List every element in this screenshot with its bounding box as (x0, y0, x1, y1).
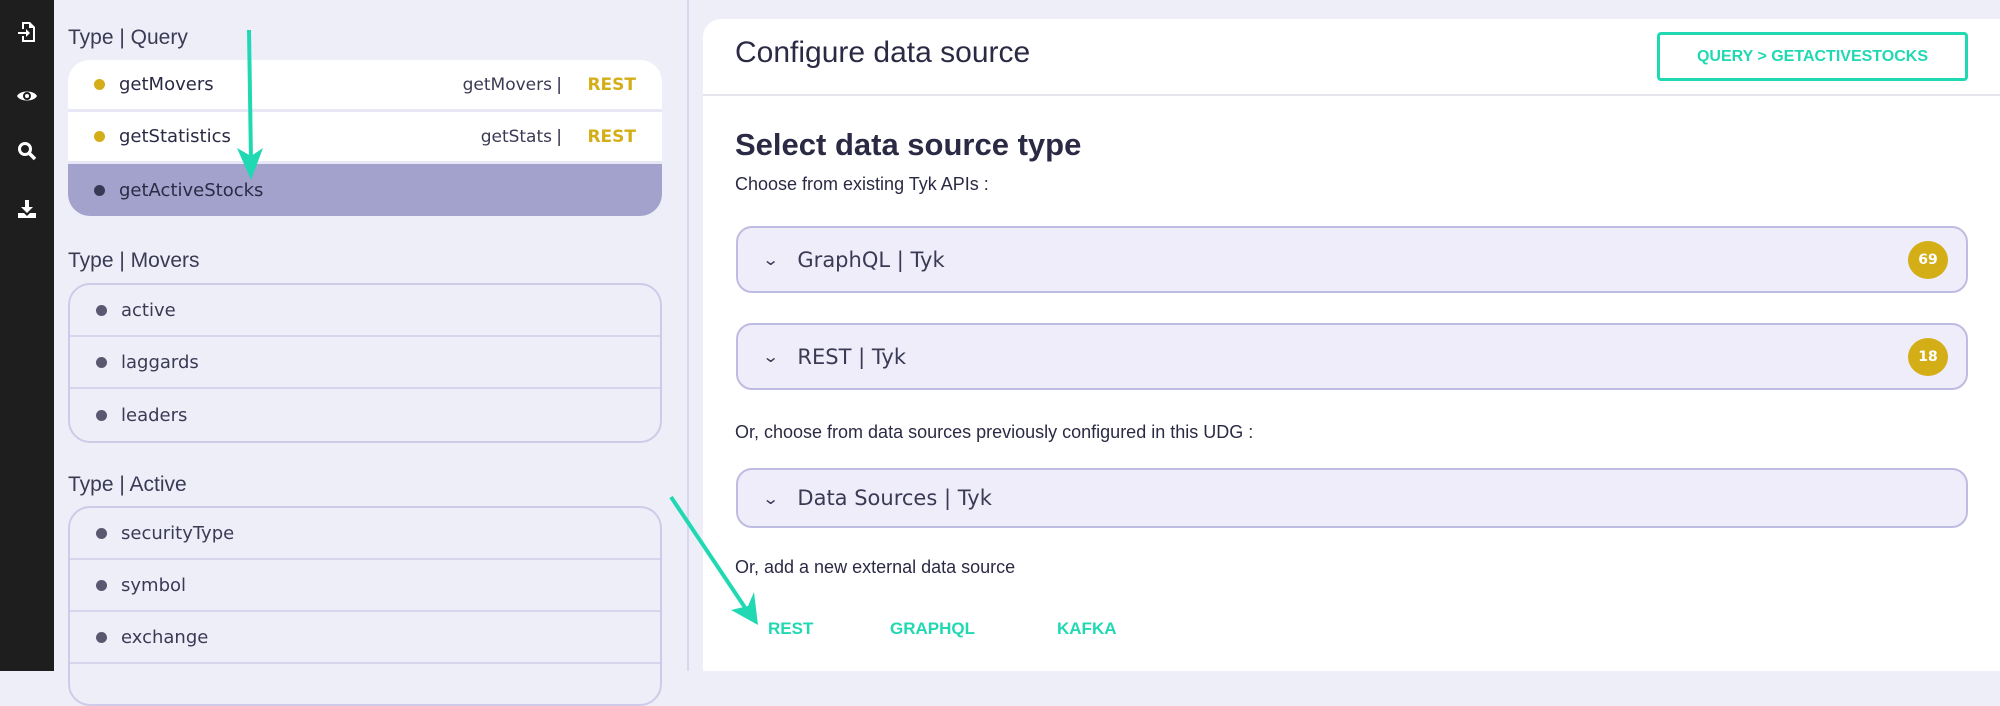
existing-apis-label: Choose from existing Tyk APIs : (735, 174, 989, 194)
datasource-type: REST (587, 126, 636, 147)
status-dot (96, 356, 107, 368)
add-rest-link[interactable]: REST (768, 619, 814, 638)
status-dot (96, 304, 107, 316)
query-field-list: getMovers getMovers | REST getStatistics get… (68, 60, 662, 216)
field-row[interactable]: securityType (70, 508, 660, 560)
breadcrumb-button[interactable]: QUERY > GETACTIVESTOCKS (1657, 32, 1968, 81)
field-row[interactable]: leaders (70, 389, 660, 441)
field-name: getMovers (119, 74, 214, 95)
status-dot (96, 409, 107, 421)
status-dot (96, 631, 107, 643)
icon-rail (0, 0, 54, 671)
field-name: exchange (121, 626, 209, 648)
movers-field-list: active laggards leaders (68, 283, 662, 443)
accordion-label: REST | Tyk (797, 344, 906, 369)
status-dot (96, 527, 107, 539)
import-icon[interactable] (15, 20, 39, 44)
chevron-down-icon: ⌄ (761, 488, 780, 508)
field-name: getStatistics (119, 126, 231, 147)
group-title: Type | Query (68, 26, 188, 49)
add-kafka-link[interactable]: KAFKA (1057, 619, 1117, 638)
count-badge: 69 (1908, 240, 1948, 279)
page-title: Configure data source (735, 36, 1031, 69)
status-dot (94, 184, 105, 196)
accordion-rest-tyk[interactable]: ⌄ REST | Tyk 18 (736, 323, 1968, 390)
configure-panel: Configure data source QUERY > GETACTIVES… (703, 19, 2000, 671)
group-title: Type | Active (68, 473, 187, 496)
accordion-label: Data Sources | Tyk (797, 486, 992, 510)
field-row-getactivestocks[interactable]: getActiveStocks (68, 164, 662, 216)
field-name: leaders (121, 404, 188, 426)
resolver-name: getStats (480, 126, 552, 147)
field-row[interactable]: exchange (70, 612, 660, 664)
add-graphql-link[interactable]: GRAPHQL (890, 619, 975, 638)
status-dot (94, 79, 105, 90)
status-dot (96, 579, 107, 591)
panel-header: Configure data source QUERY > GETACTIVES… (703, 19, 2000, 96)
field-row[interactable]: active (70, 285, 660, 337)
accordion-graphql-tyk[interactable]: ⌄ GraphQL | Tyk 69 (736, 226, 1968, 293)
schema-panel: Type | Query getMovers getMovers | REST get… (54, 0, 689, 706)
field-row-getstatistics[interactable]: getStatistics getStats | REST (68, 112, 662, 164)
field-name: laggards (121, 351, 199, 373)
field-name: symbol (121, 574, 187, 596)
field-row[interactable]: laggards (70, 337, 660, 389)
accordion-label: GraphQL | Tyk (797, 247, 945, 272)
separator: | (556, 126, 562, 147)
separator: | (556, 74, 562, 95)
chevron-down-icon: ⌄ (761, 347, 780, 366)
search-icon[interactable] (15, 139, 39, 163)
field-row-getmovers[interactable]: getMovers getMovers | REST (68, 60, 662, 112)
resolver-name: getMovers (462, 74, 552, 95)
field-name: getActiveStocks (119, 179, 264, 201)
field-name: securityType (121, 522, 235, 544)
new-source-label: Or, add a new external data source (735, 557, 1016, 577)
status-dot (94, 131, 105, 142)
group-title: Type | Movers (68, 249, 200, 272)
section-title: Select data source type (735, 127, 1082, 162)
field-row[interactable]: symbol (70, 560, 660, 612)
previous-sources-label: Or, choose from data sources previously … (735, 422, 1254, 442)
eye-icon[interactable] (15, 84, 39, 108)
count-badge: 18 (1908, 337, 1948, 376)
chevron-down-icon: ⌄ (761, 250, 780, 269)
datasource-type: REST (587, 74, 636, 95)
download-icon[interactable] (15, 197, 39, 221)
field-name: active (121, 299, 176, 321)
accordion-data-sources-tyk[interactable]: ⌄ Data Sources | Tyk (736, 468, 1968, 528)
active-field-list: securityType symbol exchange (68, 506, 662, 706)
